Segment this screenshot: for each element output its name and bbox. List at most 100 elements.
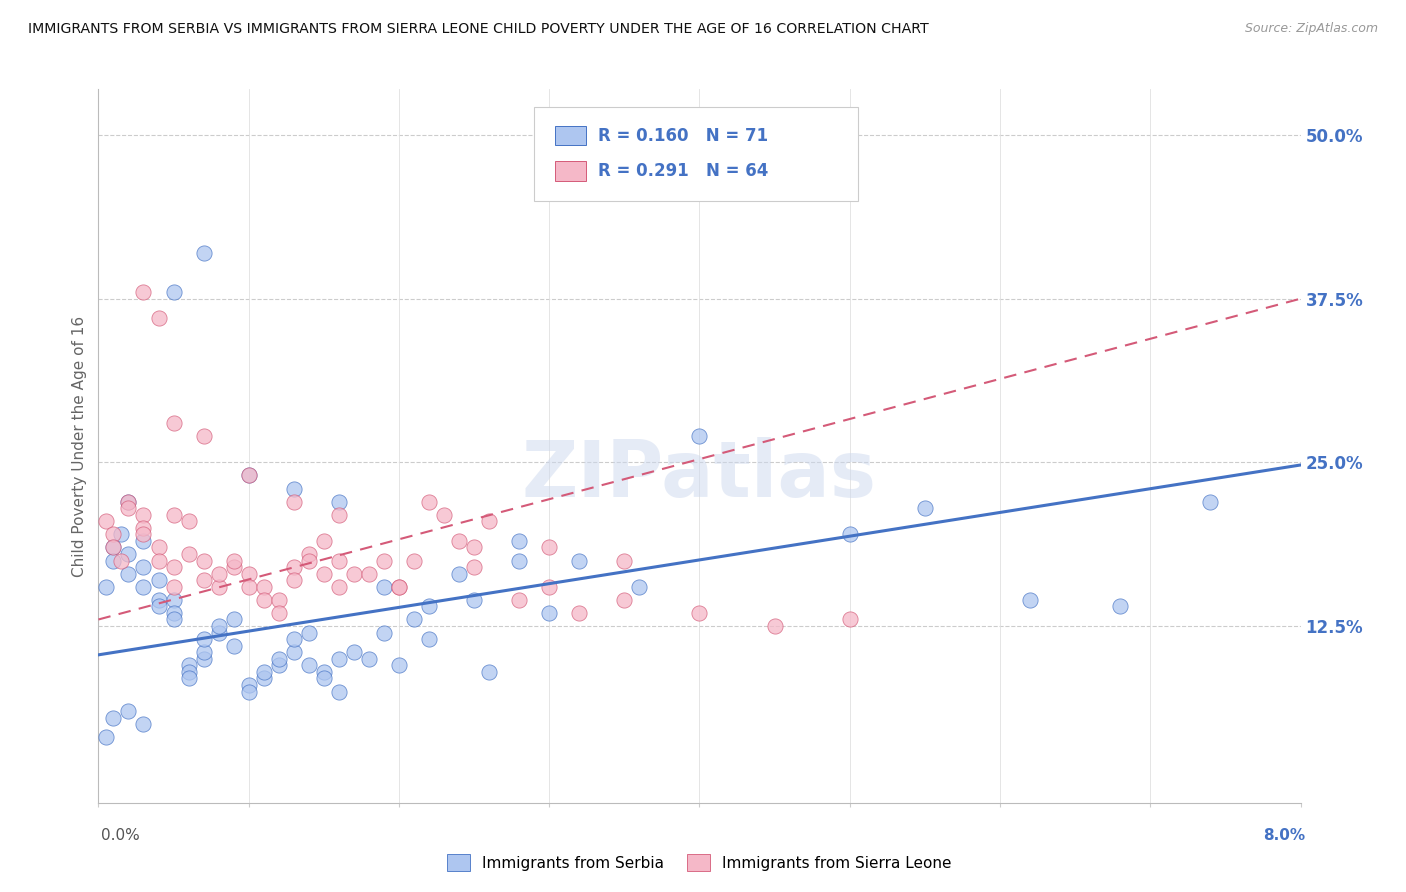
- Point: [613, 592, 636, 607]
- Point: [763, 619, 786, 633]
- Point: [253, 672, 276, 686]
- Point: [162, 606, 184, 620]
- Point: [222, 560, 245, 574]
- Point: [357, 566, 380, 581]
- Point: [193, 245, 215, 260]
- Point: [463, 560, 485, 574]
- Point: [103, 711, 125, 725]
- Point: [94, 514, 117, 528]
- Point: [162, 580, 184, 594]
- Point: [628, 580, 651, 594]
- Point: [447, 533, 470, 548]
- Point: [267, 652, 290, 666]
- Point: [177, 672, 200, 686]
- Text: 0.0%: 0.0%: [101, 829, 141, 843]
- Point: [312, 533, 335, 548]
- Point: [283, 560, 305, 574]
- Point: [373, 553, 395, 567]
- Point: [312, 672, 335, 686]
- Point: [283, 645, 305, 659]
- Point: [253, 592, 276, 607]
- Point: [328, 684, 350, 698]
- Point: [132, 533, 155, 548]
- Point: [328, 580, 350, 594]
- Point: [162, 612, 184, 626]
- Point: [177, 514, 200, 528]
- Point: [1199, 494, 1222, 508]
- Point: [103, 527, 125, 541]
- Point: [193, 652, 215, 666]
- Point: [110, 553, 132, 567]
- Point: [388, 580, 411, 594]
- Point: [328, 553, 350, 567]
- Point: [298, 658, 321, 673]
- Point: [298, 625, 321, 640]
- Point: [162, 416, 184, 430]
- Point: [253, 665, 276, 679]
- Point: [689, 429, 711, 443]
- Point: [838, 612, 860, 626]
- Point: [208, 625, 231, 640]
- Point: [94, 580, 117, 594]
- Text: Source: ZipAtlas.com: Source: ZipAtlas.com: [1244, 22, 1378, 36]
- Text: 8.0%: 8.0%: [1263, 829, 1305, 843]
- Point: [1019, 592, 1042, 607]
- Point: [253, 580, 276, 594]
- Point: [132, 285, 155, 300]
- Point: [208, 566, 231, 581]
- Point: [193, 553, 215, 567]
- Point: [283, 573, 305, 587]
- Point: [110, 527, 132, 541]
- Point: [238, 468, 260, 483]
- Legend: Immigrants from Serbia, Immigrants from Sierra Leone: Immigrants from Serbia, Immigrants from …: [441, 848, 957, 877]
- Point: [357, 652, 380, 666]
- Point: [568, 606, 591, 620]
- Point: [193, 632, 215, 647]
- Point: [148, 553, 170, 567]
- Point: [193, 645, 215, 659]
- Point: [132, 527, 155, 541]
- Point: [343, 645, 366, 659]
- Point: [238, 580, 260, 594]
- Point: [373, 580, 395, 594]
- Point: [117, 494, 139, 508]
- Point: [283, 632, 305, 647]
- Point: [94, 731, 117, 745]
- Point: [328, 494, 350, 508]
- Point: [238, 468, 260, 483]
- Point: [312, 566, 335, 581]
- Point: [328, 508, 350, 522]
- Point: [388, 658, 411, 673]
- Point: [177, 658, 200, 673]
- Point: [328, 652, 350, 666]
- Point: [283, 494, 305, 508]
- Point: [838, 527, 860, 541]
- Point: [208, 580, 231, 594]
- Point: [177, 547, 200, 561]
- Point: [148, 311, 170, 326]
- Point: [508, 553, 530, 567]
- Point: [373, 625, 395, 640]
- Point: [418, 632, 440, 647]
- Point: [103, 553, 125, 567]
- Point: [238, 684, 260, 698]
- Point: [463, 541, 485, 555]
- Point: [343, 566, 366, 581]
- Point: [132, 717, 155, 731]
- Point: [148, 599, 170, 614]
- Point: [193, 429, 215, 443]
- Point: [162, 285, 184, 300]
- Point: [162, 508, 184, 522]
- Point: [117, 547, 139, 561]
- Text: ZIPatlas: ZIPatlas: [522, 436, 877, 513]
- Point: [193, 573, 215, 587]
- Point: [613, 553, 636, 567]
- Point: [433, 508, 456, 522]
- Point: [267, 592, 290, 607]
- Point: [298, 547, 321, 561]
- Point: [162, 560, 184, 574]
- Point: [238, 678, 260, 692]
- Point: [238, 566, 260, 581]
- Point: [689, 606, 711, 620]
- Point: [312, 665, 335, 679]
